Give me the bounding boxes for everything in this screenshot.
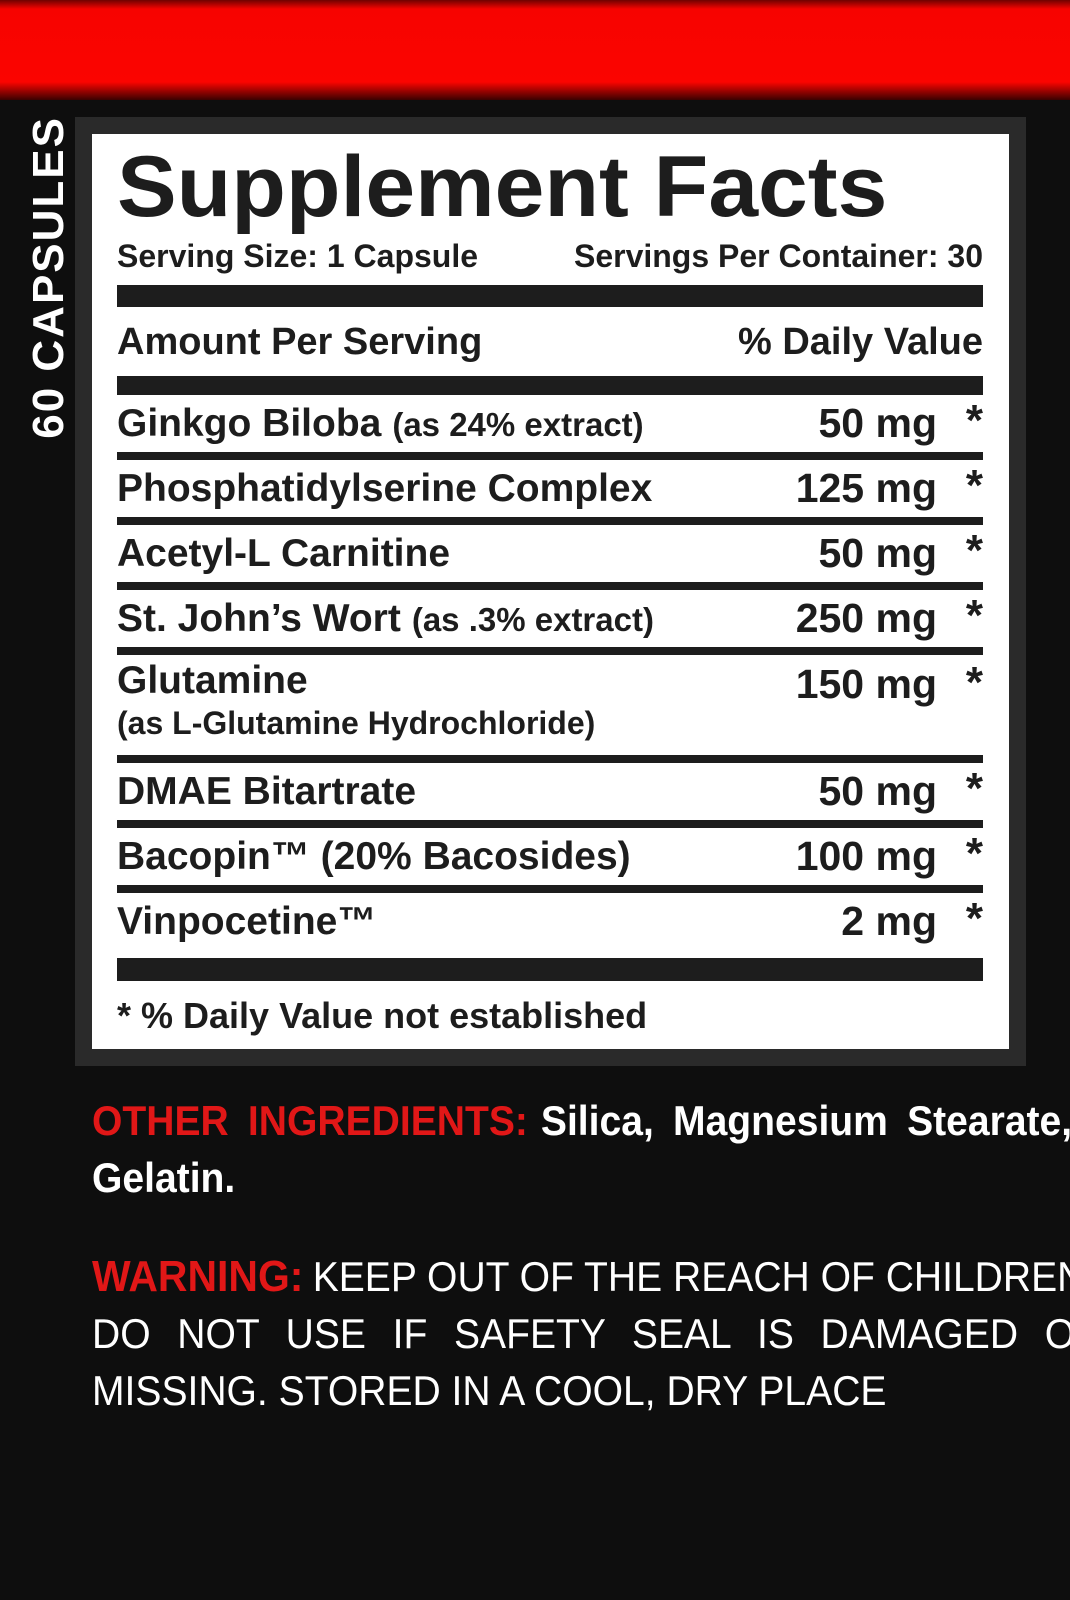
ingredient-row: Ginkgo Biloba (as 24% extract) 50 mg * [117, 395, 983, 461]
ingredient-amount: 50 mg [818, 768, 938, 815]
ingredient-row: St. John’s Wort (as .3% extract) 250 mg … [117, 590, 983, 656]
warning-line3: MISSING. STORED IN A COOL, DRY PLACE [92, 1367, 887, 1414]
ingredient-amount: 50 mg [818, 530, 938, 577]
ingredient-row: Acetyl-L Carnitine 50 mg * [117, 525, 983, 591]
ingredient-table: Ginkgo Biloba (as 24% extract) 50 mg * P… [117, 395, 983, 950]
ingredient-name: Ginkgo Biloba [117, 401, 382, 445]
facts-title: Supplement Facts [117, 139, 888, 235]
ingredient-name: Glutamine [117, 659, 308, 703]
column-header-row: Amount Per Serving % Daily Value [117, 313, 983, 370]
ingredient-subtext: (as L-Glutamine Hydrochloride) [117, 705, 596, 742]
other-ingredients-line2: Gelatin. [92, 1154, 236, 1201]
other-ingredients-line1: Silica, Magnesium Stearate, [540, 1097, 1070, 1144]
warning-label: WARNING: [92, 1252, 304, 1301]
ingredient-row: Phosphatidylserine Complex 125 mg * [117, 460, 983, 526]
warning-paragraph: WARNING: KEEP OUT OF THE REACH OF CHILDRE… [92, 1248, 1070, 1419]
capsules-count-text: 60 CAPSULES [24, 115, 73, 439]
warning-line2: DO NOT USE IF SAFETY SEAL IS DAMAGED OR [92, 1310, 1070, 1357]
warning-line1: KEEP OUT OF THE REACH OF CHILDREN, [312, 1253, 1070, 1300]
ingredient-note: (as .3% extract) [411, 600, 654, 638]
supplement-facts-panel: Supplement Facts Serving Size: 1 Capsule… [75, 117, 1026, 1066]
serving-info-row: Serving Size: 1 Capsule Servings Per Con… [117, 238, 983, 275]
ingredient-row: Glutamine (as L-Glutamine Hydrochloride)… [117, 655, 983, 764]
serving-size-text: Serving Size: 1 Capsule [117, 238, 479, 274]
daily-value-asterisk: * [965, 590, 983, 640]
servings-per-container-text: Servings Per Container: 30 [573, 238, 983, 274]
ingredient-amount: 100 mg [795, 833, 937, 880]
other-ingredients-paragraph: OTHER INGREDIENTS: Silica, Magnesium Stea… [92, 1092, 1070, 1206]
ingredient-amount: 150 mg [795, 661, 937, 708]
daily-value-asterisk: * [965, 893, 983, 943]
ingredient-amount: 2 mg [841, 898, 937, 945]
daily-value-asterisk: * [965, 460, 983, 510]
ingredient-amount: 250 mg [795, 595, 937, 642]
divider-bar-top [117, 285, 983, 307]
ingredient-row: DMAE Bitartrate 50 mg * [117, 763, 983, 829]
ingredient-name: Phosphatidylserine Complex [117, 466, 653, 510]
ingredient-name: Acetyl-L Carnitine [117, 531, 451, 575]
daily-value-asterisk: * [965, 395, 983, 445]
divider-bar-header [117, 375, 983, 396]
ingredient-name: DMAE Bitartrate [117, 769, 417, 813]
daily-value-header: % Daily Value [737, 320, 983, 363]
ingredient-amount: 125 mg [795, 465, 937, 512]
other-ingredients-label: OTHER INGREDIENTS: [92, 1097, 528, 1144]
ingredient-amount: 50 mg [818, 400, 938, 447]
red-top-band [0, 0, 1070, 100]
ingredient-name: Bacopin™ (20% Bacosides) [117, 834, 631, 878]
divider-bar-bottom [117, 958, 983, 981]
footnote-text: * % Daily Value not established [117, 995, 648, 1036]
capsules-count-vertical: 60 CAPSULES [20, 116, 78, 439]
daily-value-asterisk: * [965, 828, 983, 878]
ingredient-name: St. John’s Wort [117, 596, 401, 640]
ingredient-name: Vinpocetine™ [117, 899, 377, 943]
ingredient-row: Vinpocetine™ 2 mg * [117, 893, 983, 950]
daily-value-asterisk: * [965, 763, 983, 813]
daily-value-asterisk: * [965, 658, 983, 708]
amount-per-serving-header: Amount Per Serving [117, 320, 483, 363]
ingredient-row: Bacopin™ (20% Bacosides) 100 mg * [117, 828, 983, 894]
daily-value-asterisk: * [965, 525, 983, 575]
ingredient-note: (as 24% extract) [392, 405, 644, 443]
